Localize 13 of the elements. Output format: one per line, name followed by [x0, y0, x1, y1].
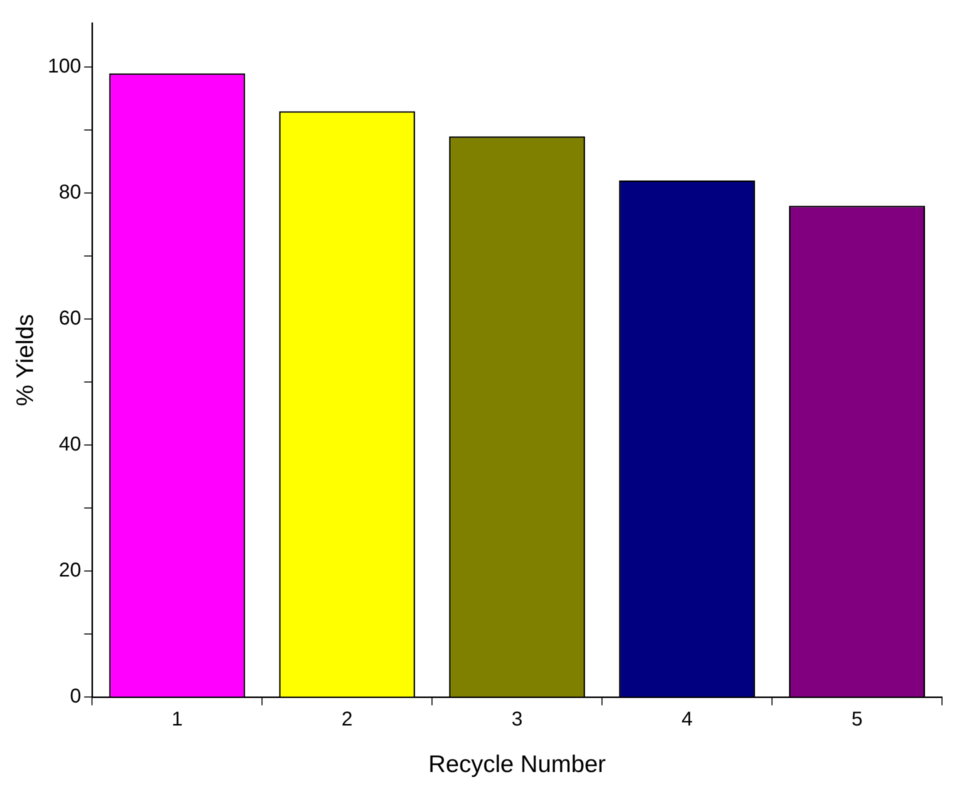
y-tick-label: 100: [48, 56, 82, 78]
y-tick-label: 80: [58, 182, 82, 204]
x-tick-label: 4: [681, 708, 693, 731]
y-tick-label: 0: [70, 686, 82, 708]
x-tick-label: 2: [342, 708, 353, 731]
x-axis-title: Recycle Number: [428, 751, 606, 778]
y-axis-title: % Yields: [12, 314, 40, 406]
y-tick-label: 20: [58, 560, 82, 582]
x-tick-label: 1: [172, 708, 183, 731]
y-tick-label: 60: [58, 308, 82, 330]
y-tick-label: 40: [58, 434, 82, 456]
x-tick-label: 3: [512, 708, 523, 731]
x-tick-label: 5: [851, 708, 863, 731]
